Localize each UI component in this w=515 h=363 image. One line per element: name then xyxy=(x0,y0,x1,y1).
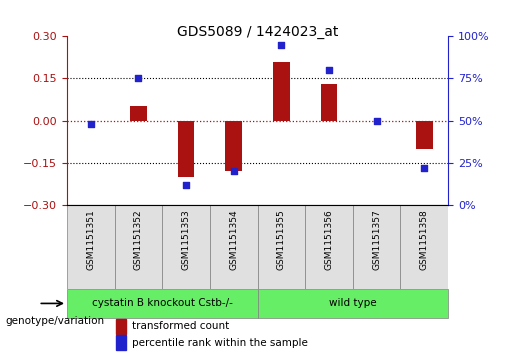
Text: GSM1151352: GSM1151352 xyxy=(134,209,143,270)
Text: transformed count: transformed count xyxy=(132,322,229,331)
Text: GDS5089 / 1424023_at: GDS5089 / 1424023_at xyxy=(177,25,338,40)
Text: GSM1151355: GSM1151355 xyxy=(277,209,286,270)
Bar xyxy=(416,121,433,148)
Text: GSM1151356: GSM1151356 xyxy=(324,209,333,270)
FancyBboxPatch shape xyxy=(258,289,448,318)
FancyBboxPatch shape xyxy=(353,205,401,289)
FancyBboxPatch shape xyxy=(67,289,258,318)
Text: genotype/variation: genotype/variation xyxy=(5,316,104,326)
Bar xyxy=(273,62,289,121)
Bar xyxy=(321,84,337,121)
Bar xyxy=(116,319,126,334)
Text: GSM1151354: GSM1151354 xyxy=(229,209,238,270)
Text: percentile rank within the sample: percentile rank within the sample xyxy=(132,338,307,347)
Bar xyxy=(178,121,194,177)
FancyBboxPatch shape xyxy=(210,205,258,289)
Bar xyxy=(130,106,147,121)
Text: GSM1151351: GSM1151351 xyxy=(87,209,95,270)
Text: wild type: wild type xyxy=(329,298,376,309)
FancyBboxPatch shape xyxy=(258,205,305,289)
FancyBboxPatch shape xyxy=(401,205,448,289)
Text: cystatin B knockout Cstb-/-: cystatin B knockout Cstb-/- xyxy=(92,298,233,309)
Point xyxy=(325,67,333,73)
Bar xyxy=(226,121,242,171)
FancyBboxPatch shape xyxy=(305,205,353,289)
Point xyxy=(182,182,190,187)
FancyBboxPatch shape xyxy=(114,205,162,289)
Bar xyxy=(116,335,126,350)
Text: GSM1151353: GSM1151353 xyxy=(182,209,191,270)
Point xyxy=(230,168,238,174)
Point xyxy=(420,165,428,171)
Text: GSM1151357: GSM1151357 xyxy=(372,209,381,270)
FancyBboxPatch shape xyxy=(67,205,114,289)
Point xyxy=(277,42,285,48)
Point xyxy=(134,76,143,81)
FancyBboxPatch shape xyxy=(162,205,210,289)
Point xyxy=(87,121,95,127)
Point xyxy=(372,118,381,123)
Text: GSM1151358: GSM1151358 xyxy=(420,209,428,270)
